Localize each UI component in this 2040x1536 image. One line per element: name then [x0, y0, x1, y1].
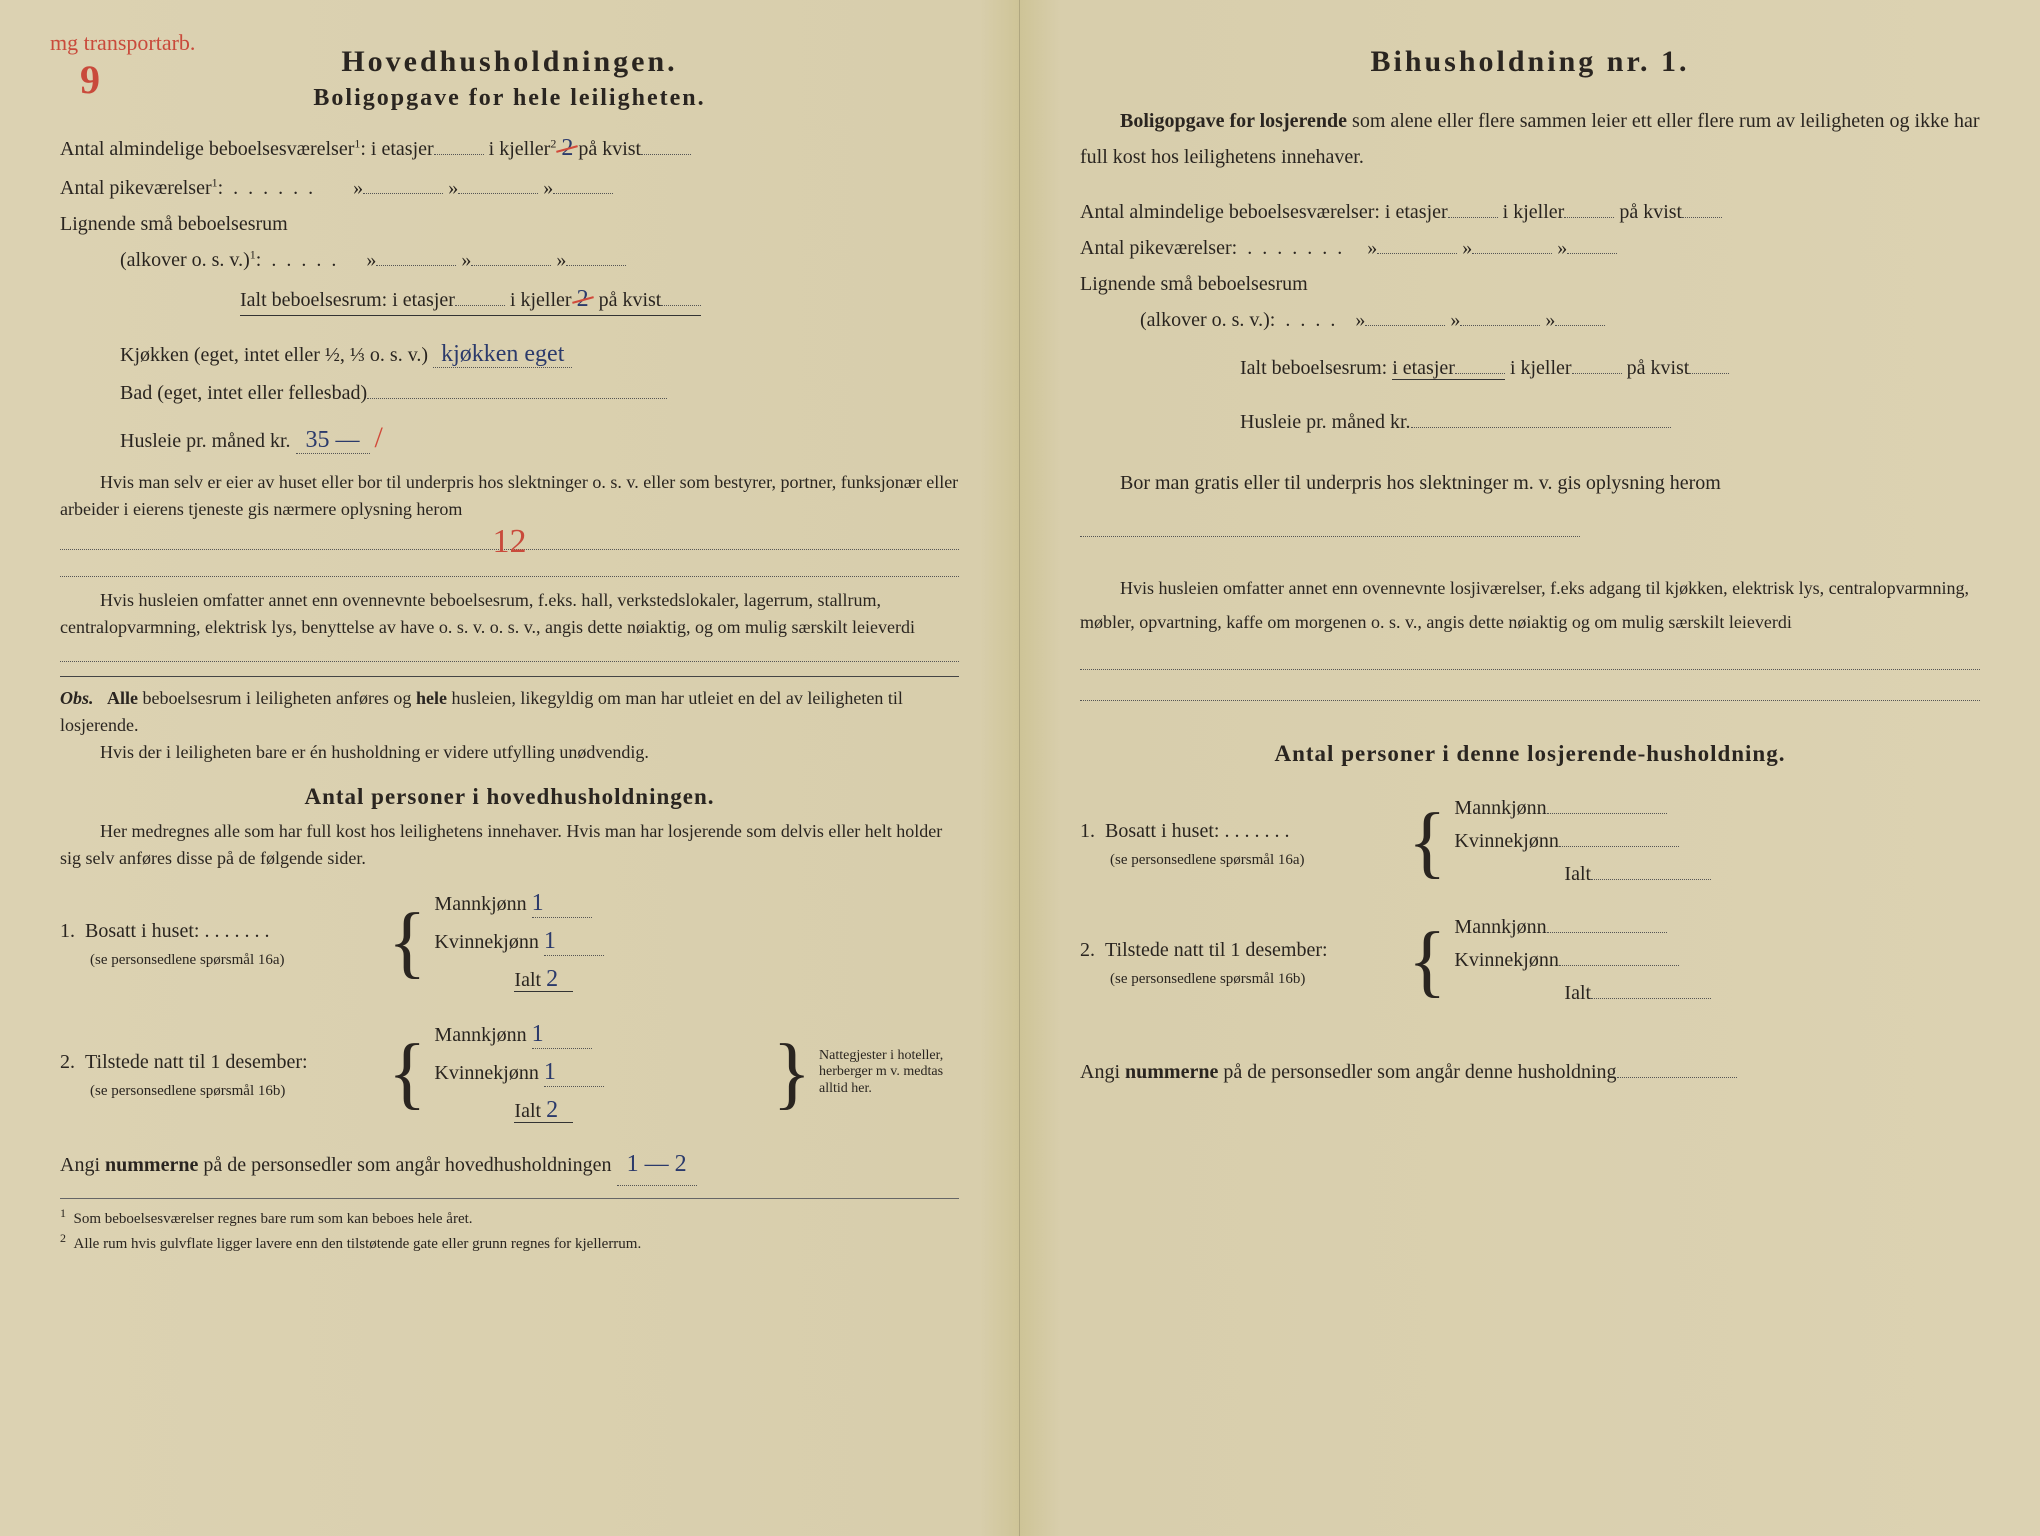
q2-mann-val: 1: [532, 1021, 592, 1049]
q1-ialt-val: 2: [546, 966, 558, 992]
brace-icon: {: [1400, 818, 1454, 866]
r-rent: Husleie pr. måned kr.: [1080, 405, 1980, 439]
r-ordinary-rooms: Antal almindelige beboelsesværelser: i e…: [1080, 195, 1980, 229]
obs-line-2: Hvis der i leiligheten bare er én hushol…: [60, 739, 959, 766]
corner-text: mg transportarb.: [50, 30, 195, 55]
document-spread: mg transportarb. 9 Hovedhusholdningen. B…: [0, 0, 2040, 1536]
owner-note-paragraph: Hvis man selv er eier av huset eller bor…: [60, 469, 959, 523]
corner-number: 9: [80, 57, 100, 102]
ialt-kjeller-val: 2: [577, 286, 589, 312]
r-includes-paragraph: Hvis husleien omfatter annet enn ovennev…: [1080, 571, 1980, 639]
q2-kvinne-val: 1: [544, 1059, 604, 1087]
night-guests-note: Nattegjester i hoteller, herberger m v. …: [819, 1048, 959, 1098]
q2-group: 2. Tilstede natt til 1 desember: (se per…: [60, 1011, 959, 1134]
kitchen-value: kjøkken eget: [433, 341, 572, 368]
rent-includes-paragraph: Hvis husleien omfatter annet enn ovennev…: [60, 587, 959, 641]
r-gratis-paragraph: Bor man gratis eller til underpris hos s…: [1080, 459, 1980, 555]
kitchen-line: Kjøkken (eget, intet eller ½, ⅓ o. s. v.…: [60, 334, 959, 375]
r-total-rooms: Ialt beboelsesrum: i etasjer i kjeller p…: [1080, 351, 1980, 385]
right-page: Bihusholdning nr. 1. Boligopgave for los…: [1020, 0, 2040, 1536]
brace-icon: {: [1400, 937, 1454, 985]
q2-ialt-val: 2: [546, 1097, 558, 1123]
sub-household-title: Bihusholdning nr. 1.: [1080, 45, 1980, 79]
q1-kvinne-val: 1: [544, 928, 604, 956]
r-alcove: (alkover o. s. v.): . . . . » » »: [1080, 303, 1980, 337]
blank-line-3: [60, 641, 959, 662]
r-similar-rooms: Lignende små beboelsesrum: [1080, 267, 1980, 301]
persons-intro: Her medregnes alle som har full kost hos…: [60, 818, 959, 872]
obs-section: Obs. Alle beboelsesrum i leiligheten anf…: [60, 676, 959, 766]
similar-rooms-line: Lignende små beboelsesrum: [60, 207, 959, 241]
r-q1-group: 1. Bosatt i huset: . . . . . . . (se per…: [1080, 787, 1980, 896]
r-persons-title: Antal personer i denne losjerende-hushol…: [1080, 741, 1980, 767]
maid-rooms-line: Antal pikeværelser1: . . . . . . » » »: [60, 171, 959, 205]
obs-line-1: Obs. Alle beboelsesrum i leiligheten anf…: [60, 685, 959, 739]
footnotes: 1 Som beboelsesværelser regnes bare rum …: [60, 1198, 959, 1255]
corner-annotation: mg transportarb. 9: [50, 30, 195, 103]
brace-icon: }: [765, 1049, 819, 1097]
r-blank-2: [1080, 670, 1980, 701]
mid-number: 12: [493, 523, 527, 560]
alcove-line: (alkover o. s. v.)1: . . . . . » » »: [60, 243, 959, 277]
q1-mann-val: 1: [532, 890, 592, 918]
brace-icon: {: [380, 1049, 434, 1097]
q1-group: 1. Bosatt i huset: . . . . . . . (se per…: [60, 880, 959, 1003]
bath-line: Bad (eget, intet eller fellesbad): [60, 376, 959, 410]
total-rooms-line: Ialt beboelsesrum: i etasjer i kjeller 2…: [60, 279, 959, 320]
rent-value: 35 —: [296, 427, 370, 454]
persons-section-title: Antal personer i hovedhusholdningen.: [60, 784, 959, 810]
blank-line-1: 12: [60, 523, 959, 550]
ordinary-rooms-line: Antal almindelige beboelsesværelser1: i …: [60, 128, 959, 169]
angi-value: 1 — 2: [617, 1144, 697, 1186]
angi-line: Angi nummerne på de personsedler som ang…: [60, 1144, 959, 1186]
r-angi-line: Angi nummerne på de personsedler som ang…: [1080, 1055, 1980, 1089]
lodger-intro: Boligopgave for losjerende som alene ell…: [1080, 103, 1980, 175]
r-q2-group: 2. Tilstede natt til 1 desember: (se per…: [1080, 906, 1980, 1015]
r-maid-rooms: Antal pikeværelser: . . . . . . . » » »: [1080, 231, 1980, 265]
r-blank-1: [1080, 639, 1980, 670]
kjeller-value-1: 2: [561, 135, 573, 161]
rent-line: Husleie pr. måned kr. 35 — /: [60, 412, 959, 463]
left-page: mg transportarb. 9 Hovedhusholdningen. B…: [0, 0, 1020, 1536]
brace-icon: {: [380, 918, 434, 966]
